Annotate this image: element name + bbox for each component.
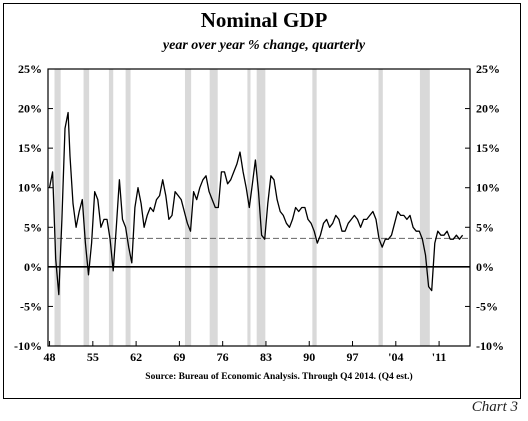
y-tick-label-right: 15% [476,141,500,155]
chart-subtitle: year over year % change, quarterly [162,38,366,53]
recession-bar-10 [419,69,430,346]
series-line-nominal-gdp [48,111,464,296]
recession-bar-7 [256,69,266,346]
y-tick-label-left: 25% [18,62,42,76]
chart-title: Nominal GDP [200,8,328,32]
x-tick-label: '04 [388,350,403,364]
recession-bar-1 [83,69,90,346]
recession-bar-5 [209,69,218,346]
y-tick-label-left: 15% [18,141,42,155]
x-tick-label: 76 [217,350,229,364]
y-tick-label-right: 5% [476,220,494,234]
x-axis-ticks: 48 55 62 69 76 83 90 97 '04 '11 [44,341,447,364]
plot-area [47,68,471,347]
y-tick-label-right: 25% [476,62,500,76]
chart-frame [3,3,521,399]
recession-bar-9 [378,69,383,346]
y-tick-label-left: -10% [14,339,42,353]
x-tick-label: 83 [260,350,272,364]
recession-bar-2 [108,69,114,346]
y-tick-label-left: 10% [18,181,42,195]
x-tick-label: '11 [432,350,447,364]
chart-number-label: Chart 3 [471,399,518,415]
y-tick-label-left: 5% [24,220,42,234]
x-tick-label: 62 [130,350,142,364]
y-tick-label-left: 20% [18,102,42,116]
x-tick-label: 55 [87,350,99,364]
source-note: Source: Bureau of Economic Analysis. Thr… [145,371,412,382]
x-tick-label: 69 [173,350,185,364]
recession-shading [54,69,430,346]
y-tick-label-right: 0% [476,260,494,274]
y-tick-label-left: -5% [20,299,42,313]
y-tick-label-right: 20% [476,102,500,116]
y-tick-label-right: -5% [476,299,498,313]
recession-bar-4 [184,69,192,346]
recession-bar-0 [54,69,61,346]
y-tick-label-left: 0% [24,260,42,274]
y-axis-ticks: -10% -10% -5% -5% 0% 0% 5% 5% 10% 10% 15% 15% 20% 20%… [14,62,504,353]
y-tick-label-right: 10% [476,181,500,195]
x-tick-label: 90 [303,350,315,364]
recession-bar-3 [125,69,131,346]
x-tick-label: 97 [347,350,359,364]
x-tick-label: 48 [44,350,56,364]
y-tick-label-right: -10% [476,339,504,353]
recession-bar-8 [312,69,317,346]
